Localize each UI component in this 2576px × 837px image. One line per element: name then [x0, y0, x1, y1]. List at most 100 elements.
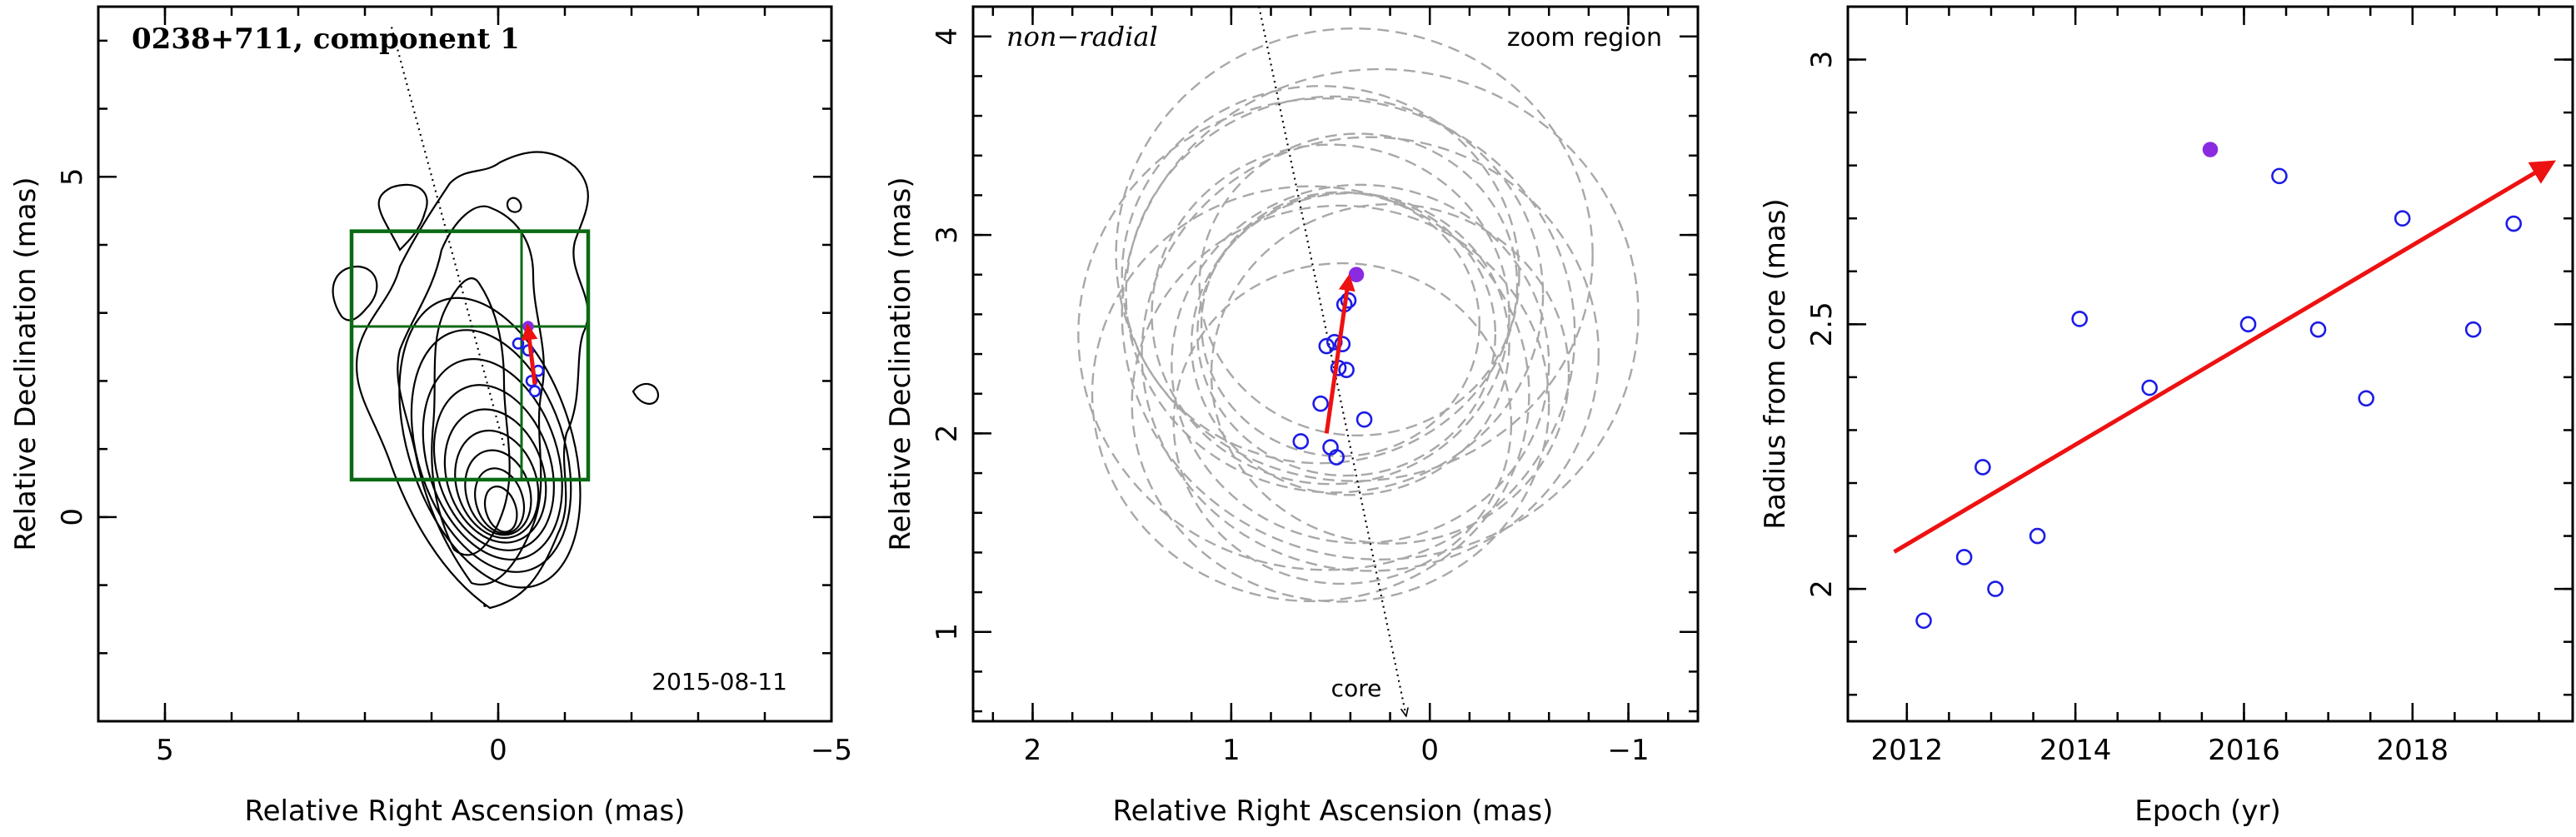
plot-frame — [971, 5, 1700, 723]
y-axis-label: Relative Declination (mas) — [9, 177, 42, 551]
radius-points — [1915, 142, 2522, 630]
beam-ring — [1115, 27, 1594, 482]
axis-ticks: 2012 2014 2016 2018 2 2.5 3 — [1805, 7, 2573, 767]
x-tick-label: −1 — [1608, 734, 1650, 767]
contour-level — [410, 329, 572, 573]
plot-frame — [97, 5, 833, 723]
data-point — [1955, 549, 1973, 565]
contour-level — [454, 429, 540, 540]
y-tick-label: 5 — [56, 167, 89, 186]
core-label: core — [1331, 675, 1382, 702]
trend-line — [1893, 160, 2556, 554]
data-point — [1328, 449, 1345, 466]
y-tick-label: 4 — [931, 27, 964, 46]
beam-ring — [1091, 185, 1530, 603]
data-point — [2394, 210, 2411, 227]
contour-level — [355, 151, 589, 610]
highlight-point — [2202, 142, 2219, 157]
beam-ring — [1131, 204, 1550, 603]
data-point — [1338, 361, 1355, 378]
core-direction-line — [1258, 6, 1405, 715]
contour-level — [398, 296, 582, 589]
y-tick-label: 3 — [1805, 51, 1839, 69]
beam-ring — [1121, 67, 1640, 560]
data-point — [528, 385, 542, 397]
x-tick-label: 2012 — [1871, 734, 1944, 767]
y-axis-label: Relative Declination (mas) — [884, 177, 917, 551]
ring-group — [1077, 27, 1640, 603]
data-point — [2271, 167, 2288, 185]
contour-level — [397, 205, 545, 585]
contour-level — [506, 197, 522, 213]
data-point — [1974, 459, 1991, 476]
x-tick-label: 0 — [489, 734, 507, 767]
y-tick-label: 2 — [931, 425, 964, 443]
panel-zoom-region: 2 1 0 −1 1 2 3 4 non−radial zoom region core Re… — [884, 5, 1700, 828]
data-point — [1292, 433, 1310, 450]
beam-ring — [1198, 132, 1519, 437]
beam-ring — [1171, 183, 1550, 545]
beam-ring — [1210, 202, 1570, 545]
plot-frame — [1846, 5, 2574, 723]
data-point — [1312, 395, 1329, 412]
axis-ticks: 2 1 0 −1 1 2 3 4 — [931, 7, 1698, 767]
observation-date: 2015-08-11 — [651, 668, 787, 695]
contour-speck — [483, 604, 487, 607]
beam-ring — [1077, 97, 1576, 571]
data-point — [2309, 321, 2327, 338]
beam-ring — [1172, 262, 1513, 585]
contour-level — [464, 449, 532, 536]
motion-vector — [521, 323, 538, 385]
contour-level — [431, 277, 511, 556]
x-tick-label: 1 — [1222, 734, 1241, 767]
contour-level — [632, 382, 660, 405]
x-tick-label: 0 — [1420, 734, 1439, 767]
radio-contour-map — [332, 151, 660, 610]
axis-ticks: 5 0 −5 0 5 — [56, 7, 852, 767]
data-point — [1355, 411, 1373, 428]
beam-rings — [1077, 27, 1640, 603]
x-tick-label: −5 — [811, 734, 852, 767]
grid-box-outline — [349, 229, 591, 482]
data-point — [2239, 316, 2257, 333]
contour-level — [474, 467, 526, 535]
data-point — [512, 337, 525, 350]
y-axis-label: Radius from core (mas) — [1759, 198, 1792, 529]
data-point — [1334, 336, 1351, 352]
beam-ring — [1121, 85, 1520, 465]
contour-level — [483, 486, 518, 533]
highlight-point — [1348, 267, 1365, 282]
x-tick-label: 2 — [1024, 734, 1042, 767]
contour-level — [377, 183, 428, 252]
beam-ring — [1190, 192, 1510, 496]
data-point — [1987, 580, 2004, 597]
data-point — [2464, 321, 2482, 338]
data-point — [2505, 215, 2522, 232]
data-point — [1915, 612, 1932, 630]
x-axis-label: Epoch (yr) — [2134, 795, 2281, 828]
y-tick-label: 3 — [931, 226, 964, 244]
contour-level — [432, 384, 555, 551]
component-grid-box — [349, 229, 591, 482]
panel-radius-vs-epoch: 2012 2014 2016 2018 2 2.5 3 Epoch (yr) Radius … — [1759, 5, 2574, 828]
data-point — [2029, 527, 2046, 545]
mode-label: non−radial — [1006, 21, 1158, 52]
contour-level — [422, 358, 563, 561]
beam-ring — [1141, 136, 1600, 572]
data-point — [2071, 311, 2088, 327]
y-tick-label: 0 — [56, 508, 89, 526]
y-tick-label: 2.5 — [1805, 301, 1839, 346]
panel-contour-map: 5 0 −505 0238+711, component 1 2015-08-11 … — [9, 5, 852, 828]
motion-vector — [1324, 273, 1355, 434]
x-tick-label: 2016 — [2208, 734, 2280, 767]
beam-ring — [1200, 191, 1481, 458]
data-point — [2358, 390, 2374, 407]
zoom-label: zoom region — [1507, 23, 1662, 52]
beam-ring — [1151, 143, 1510, 486]
x-axis-label: Relative Right Ascension (mas) — [245, 795, 686, 828]
beam-ring — [1125, 95, 1545, 494]
x-tick-label: 2018 — [2377, 734, 2449, 767]
contour-level — [332, 265, 378, 321]
x-tick-label: 5 — [156, 734, 174, 767]
